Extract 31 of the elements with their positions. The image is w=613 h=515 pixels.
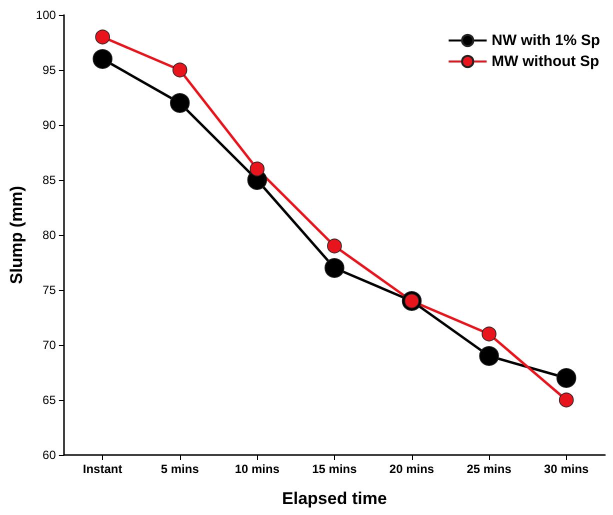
x-tick-label: 30 mins	[544, 462, 590, 476]
y-tick-label: 70	[42, 338, 56, 352]
point	[558, 392, 574, 408]
point	[482, 326, 496, 342]
y-tick-label: 85	[42, 173, 56, 187]
point	[479, 346, 499, 366]
y-tick-label: 90	[42, 118, 56, 132]
x-tick-label: 10 mins	[234, 462, 280, 476]
point	[250, 162, 265, 176]
x-axis-title: Elapsed time	[282, 489, 387, 508]
x-tick-label: 25 mins	[466, 462, 512, 476]
y-tick-label: 60	[42, 448, 56, 462]
y-tick-label: 75	[42, 283, 56, 297]
x-tick-label: Instant	[82, 462, 122, 476]
x-tick-label: 20 mins	[389, 462, 434, 476]
point	[172, 62, 188, 78]
y-tick-label: 65	[42, 393, 56, 407]
point	[95, 30, 110, 44]
y-tick-label: 80	[42, 228, 56, 242]
y-tick-label: 95	[42, 63, 56, 77]
x-tick-label: 5 mins	[160, 462, 200, 476]
point	[170, 93, 190, 113]
legend-label: MW without Sp	[492, 53, 600, 70]
point	[556, 368, 576, 388]
y-axis-title: Slump (mm)	[7, 186, 26, 284]
y-tick-label: 100	[36, 8, 56, 22]
x-tick-label: 15 mins	[312, 462, 358, 476]
point	[324, 258, 344, 278]
point	[92, 49, 112, 69]
legend-label: NW with 1% Sp	[492, 32, 600, 49]
point	[327, 238, 342, 254]
